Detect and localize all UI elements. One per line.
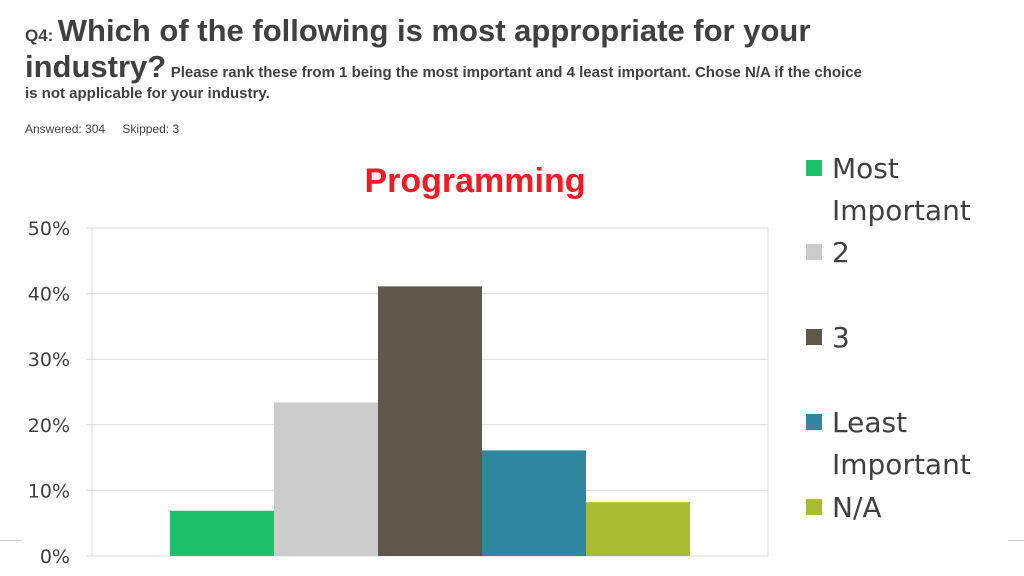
chart-axis: 0% 10% 20% 30% 40% 50% <box>28 218 769 568</box>
chart-bars <box>170 286 690 556</box>
legend-label: Least Important <box>832 406 971 481</box>
legend-item: N/A <box>806 487 1002 529</box>
legend-item: 2 <box>806 232 1002 274</box>
legend-swatch <box>806 160 822 176</box>
legend-label: 2 <box>832 236 850 269</box>
question-title-part2: industry? <box>25 49 167 85</box>
y-tick-label: 10% <box>28 480 70 502</box>
bar-2 <box>274 402 378 556</box>
response-stats: Answered: 304 Skipped: 3 <box>25 122 193 136</box>
legend-label: Most Important <box>832 152 971 227</box>
bar-3 <box>378 286 482 556</box>
answered-count: Answered: 304 <box>25 122 106 136</box>
question-header: Q4: Which of the following is most appro… <box>25 13 1000 103</box>
legend-swatch <box>806 414 822 430</box>
y-tick-label: 0% <box>40 546 70 568</box>
legend-swatch <box>806 244 822 260</box>
chart-title: Programming <box>364 162 586 200</box>
bar-least-important <box>482 450 586 556</box>
legend-item: Most Important <box>806 148 1002 232</box>
legend-swatch <box>806 499 822 515</box>
bar-n-a <box>586 502 690 556</box>
legend-item: 3 <box>806 317 1002 359</box>
y-tick-label: 50% <box>28 218 70 240</box>
y-tick-label: 40% <box>28 284 70 306</box>
question-number: Q4: <box>25 26 54 45</box>
legend-label: 3 <box>832 321 850 354</box>
legend-label: N/A <box>832 491 882 524</box>
y-tick-label: 30% <box>28 349 70 371</box>
question-instruction-part1: Please rank these from 1 being the most … <box>170 64 862 82</box>
skipped-count: Skipped: 3 <box>122 122 180 136</box>
question-title-line1: Q4: Which of the following is most appro… <box>25 13 1000 48</box>
legend-item: Least Important <box>806 402 1002 486</box>
question-instruction-part2: is not applicable for your industry. <box>25 85 270 103</box>
question-title-line2: industry? Please rank these from 1 being… <box>25 50 1000 84</box>
left-divider <box>0 540 22 541</box>
legend-swatch <box>806 329 822 345</box>
question-title-part1: Which of the following is most appropria… <box>57 13 811 48</box>
right-divider <box>1008 540 1024 541</box>
y-tick-label: 20% <box>28 415 70 437</box>
bar-most-important <box>170 510 274 556</box>
